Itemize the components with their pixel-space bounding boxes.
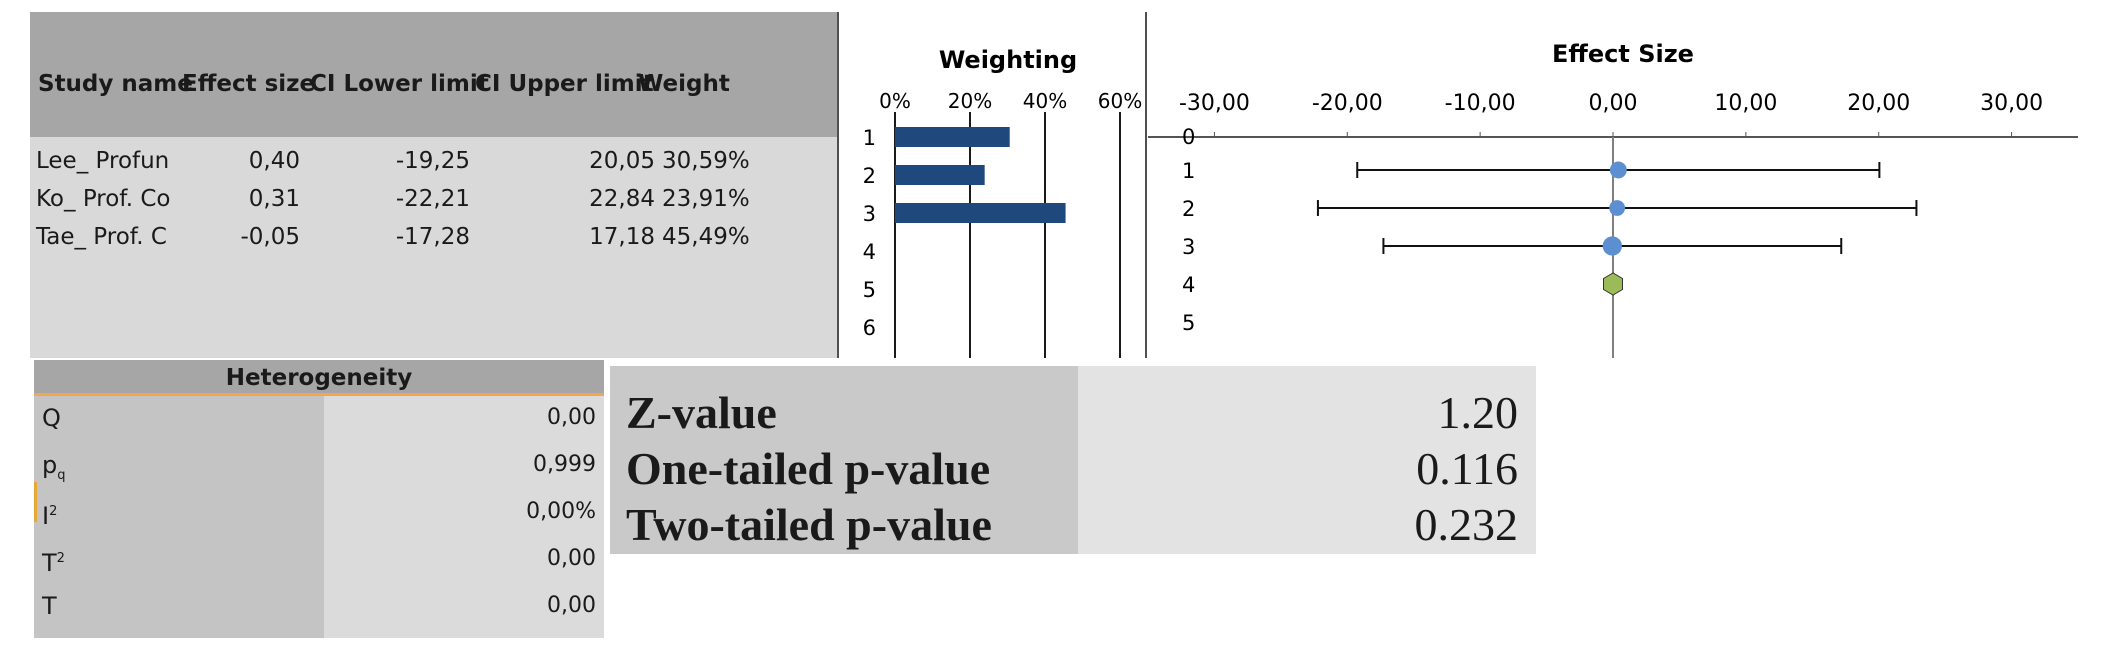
- effect-y-tick-label: 5: [1182, 311, 1195, 335]
- ci-upper-cell: 22,84: [589, 186, 655, 212]
- effect-x-tick-label: -30,00: [1179, 91, 1250, 116]
- divider-line: [1145, 12, 1147, 358]
- effect-point: [1609, 161, 1627, 179]
- effect-y-tick-label: 1: [1182, 159, 1195, 183]
- study-table: Study name Effect size CI Lower limit CI…: [30, 12, 837, 358]
- heterogeneity-value: 0,999: [533, 452, 596, 477]
- z-test-table: Z-value 1.20 One-tailed p-value 0.116 Tw…: [610, 366, 1536, 554]
- weight-cell: 23,91%: [662, 186, 750, 212]
- effect-y-tick-label: 3: [1182, 235, 1195, 259]
- z-test-label-column: [610, 366, 1078, 554]
- header-ci-upper: CI Upper limit: [475, 71, 654, 97]
- heterogeneity-value: 0,00: [547, 405, 596, 430]
- effect-x-tick-label: 20,00: [1847, 91, 1910, 116]
- ci-upper-cell: 20,05: [589, 148, 655, 174]
- selected-cell-marker: [34, 482, 37, 522]
- weight-bar: [895, 127, 1010, 147]
- effect-y-tick-label: 2: [1182, 197, 1195, 221]
- effect-x-tick-label: 10,00: [1714, 91, 1777, 116]
- study-name-cell: Ko_ Prof. Co: [36, 186, 171, 212]
- effect-x-tick-label: 0,00: [1589, 91, 1638, 116]
- heterogeneity-value: 0,00: [547, 593, 596, 618]
- heterogeneity-label: I2: [42, 502, 58, 530]
- effect-size-cell: -0,05: [240, 224, 300, 250]
- weight-cell: 45,49%: [662, 224, 750, 250]
- effect-x-tick-label: -20,00: [1312, 91, 1383, 116]
- weighting-chart: Weighting 0% 20% 40% 60% 1 2 3 4 5 6: [863, 46, 1142, 358]
- effect-y-tick-label: 0: [1182, 125, 1195, 149]
- summary-effect-marker: [1603, 272, 1623, 296]
- effect-size-cell: 0,40: [248, 148, 300, 174]
- ci-lower-cell: -19,25: [395, 148, 470, 174]
- effect-point: [1602, 236, 1622, 256]
- effect-point: [1609, 200, 1626, 216]
- heterogeneity-table: Heterogeneity Q 0,00 pq 0,999 I2 0,00% T2 0,00 T…: [34, 360, 604, 638]
- heterogeneity-value: 0,00%: [526, 499, 596, 524]
- ci-lower-cell: -22,21: [395, 186, 470, 212]
- weighting-y-tick-label: 1: [863, 126, 876, 150]
- header-effect-size: Effect size: [182, 71, 316, 97]
- heterogeneity-label-column: [34, 396, 324, 638]
- weighting-x-tick-label: 40%: [1023, 89, 1067, 113]
- heterogeneity-title-bar: [34, 360, 604, 396]
- heterogeneity-label: T: [42, 592, 57, 620]
- heterogeneity-label: pq: [42, 451, 66, 483]
- header-study-name: Study name: [38, 71, 193, 97]
- effect-x-tick-label: 30,00: [1980, 91, 2043, 116]
- heterogeneity-label: T2: [42, 549, 65, 577]
- weighting-y-tick-label: 3: [863, 202, 876, 226]
- two-tailed-p-label: Two-tailed p-value: [626, 499, 992, 550]
- header-ci-lower: CI Lower limit: [310, 71, 489, 97]
- weighting-y-tick-label: 5: [863, 278, 876, 302]
- one-tailed-p-label: One-tailed p-value: [626, 443, 991, 494]
- study-name-cell: Lee_ Profun: [36, 148, 170, 174]
- heterogeneity-value: 0,00: [547, 546, 596, 571]
- weighting-x-tick-label: 0%: [879, 89, 911, 113]
- effect-y-tick-label: 4: [1182, 273, 1195, 297]
- weighting-x-tick-label: 20%: [948, 89, 992, 113]
- effect-size-cell: 0,31: [248, 186, 300, 212]
- one-tailed-p-value: 0.116: [1416, 443, 1518, 494]
- weighting-y-tick-label: 4: [863, 240, 876, 264]
- heterogeneity-title: Heterogeneity: [225, 365, 413, 391]
- effect-size-forest-plot: Effect Size -30,00 -20,00 -10,00 0,00 10,00 2…: [1148, 40, 2078, 358]
- ci-lower-cell: -17,28: [395, 224, 470, 250]
- weight-cell: 30,59%: [662, 148, 750, 174]
- header-weight: Weight: [638, 71, 730, 97]
- ci-upper-cell: 17,18: [589, 224, 655, 250]
- effect-x-tick-label: -10,00: [1445, 91, 1516, 116]
- weighting-x-tick-label: 60%: [1098, 89, 1142, 113]
- heterogeneity-label: Q: [42, 404, 61, 432]
- z-value-label: Z-value: [626, 387, 777, 438]
- weight-bar: [895, 203, 1066, 223]
- weighting-chart-title: Weighting: [939, 46, 1077, 74]
- weight-bar: [895, 165, 985, 185]
- z-value: 1.20: [1437, 387, 1519, 438]
- study-table-header: Study name Effect size CI Lower limit CI…: [30, 12, 837, 137]
- weighting-y-tick-label: 2: [863, 164, 876, 188]
- effect-size-chart-title: Effect Size: [1552, 40, 1694, 68]
- study-name-cell: Tae_ Prof. C: [36, 224, 167, 250]
- two-tailed-p-value: 0.232: [1414, 499, 1519, 550]
- weighting-y-tick-label: 6: [863, 316, 876, 340]
- divider-line: [837, 12, 839, 358]
